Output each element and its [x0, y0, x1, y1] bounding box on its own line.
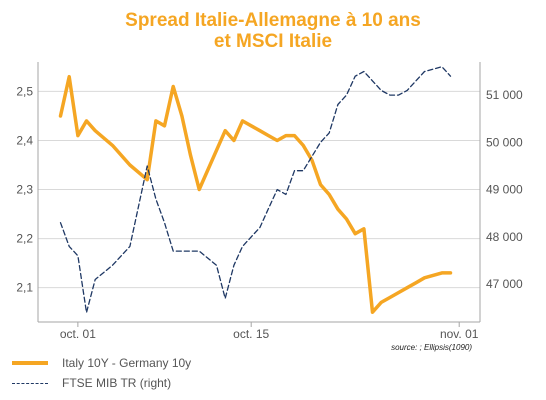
legend-item-italy-spread: Italy 10Y - Germany 10y	[12, 356, 191, 370]
legend-swatch-ftse-mib	[12, 382, 48, 384]
legend-label-ftse-mib: FTSE MIB TR (right)	[62, 376, 172, 390]
series-line-italy-spread	[58, 74, 453, 314]
y-right-tick-label: 47 000	[486, 277, 523, 291]
chart-title-line-2: et MSCI Italie	[213, 31, 333, 52]
y-right-tick-label: 51 000	[486, 88, 523, 102]
x-tick-label: oct. 01	[60, 327, 96, 341]
x-tick-label: oct. 15	[233, 327, 269, 341]
series-layer	[58, 66, 453, 314]
legend-swatch-italy-spread	[12, 361, 48, 365]
legend-label-italy-spread: Italy 10Y - Germany 10y	[62, 356, 192, 370]
y-left-tick-label: 2,4	[16, 133, 33, 147]
axis-layer: 2,1 2,2 2,3 2,4 2,5 47 000 48 000 49 000 50 000 5…	[16, 62, 523, 341]
legend-item-ftse-mib: FTSE MIB TR (right)	[12, 376, 171, 390]
series-line-ftse-mib	[59, 66, 452, 314]
y-right-tick-label: 50 000	[486, 135, 523, 149]
grid-layer	[38, 90, 480, 289]
y-left-tick-label: 2,2	[16, 232, 33, 246]
y-left-tick-label: 2,5	[16, 84, 33, 98]
y-left-tick-label: 2,3	[16, 183, 33, 197]
y-left-tick-label: 2,1	[16, 281, 33, 295]
y-right-tick-label: 48 000	[486, 230, 523, 244]
source-note: source: ; Ellipsis(1090)	[391, 343, 472, 352]
x-tick-label: nov. 01	[440, 327, 479, 341]
chart-title-line-1: Spread Italie-Allemagne à 10 ans	[125, 10, 421, 31]
y-right-tick-label: 49 000	[486, 183, 523, 197]
